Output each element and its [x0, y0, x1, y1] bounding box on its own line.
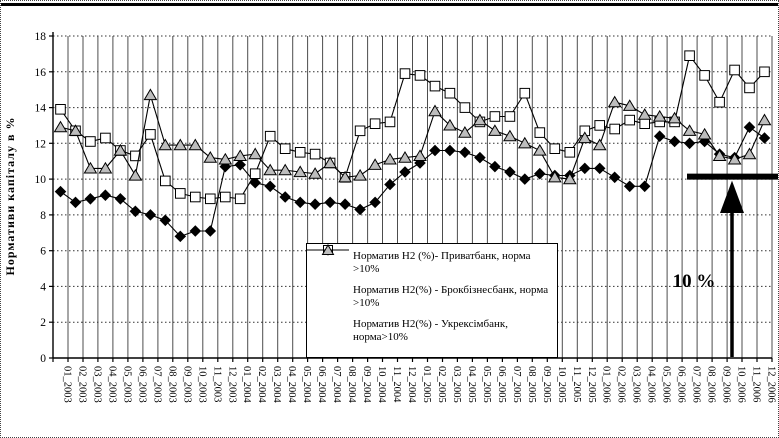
svg-text:05_2004: 05_2004: [301, 366, 312, 404]
svg-text:01_2003: 01_2003: [62, 366, 73, 403]
svg-text:04_2005: 04_2005: [466, 366, 477, 403]
svg-text:08_2006: 08_2006: [706, 366, 717, 403]
threshold-annotation: [687, 173, 778, 357]
arrow-head: [720, 180, 744, 213]
svg-text:06_2005: 06_2005: [496, 366, 507, 403]
svg-text:12_2005: 12_2005: [586, 366, 597, 403]
svg-text:01_2004: 01_2004: [241, 366, 252, 404]
svg-text:10: 10: [35, 174, 47, 186]
svg-text:02_2004: 02_2004: [256, 366, 267, 404]
series-ukreximbank: [53, 88, 772, 185]
svg-text:12_2006: 12_2006: [766, 366, 777, 403]
svg-text:11_2006: 11_2006: [751, 366, 762, 402]
svg-text:12_2003: 12_2003: [226, 366, 237, 403]
svg-text:14: 14: [35, 103, 47, 115]
svg-text:02_2005: 02_2005: [436, 366, 447, 403]
svg-text:10_2004: 10_2004: [376, 366, 387, 404]
svg-text:03_2005: 03_2005: [451, 366, 462, 403]
y-axis-tick-labels: 0 2 4 6 8 10 12 14 16 18: [35, 31, 47, 365]
svg-text:16: 16: [35, 67, 47, 79]
svg-text:11_2005: 11_2005: [571, 366, 582, 402]
svg-text:07_2005: 07_2005: [511, 366, 522, 403]
svg-text:11_2003: 11_2003: [211, 366, 222, 402]
svg-text:4: 4: [40, 281, 46, 293]
svg-text:12: 12: [35, 138, 47, 150]
svg-text:10_2005: 10_2005: [556, 366, 567, 403]
svg-text:11_2004: 11_2004: [391, 366, 402, 403]
svg-text:07_2006: 07_2006: [691, 366, 702, 403]
svg-text:03_2006: 03_2006: [631, 366, 642, 403]
svg-text:2: 2: [40, 317, 46, 329]
svg-text:08_2004: 08_2004: [346, 366, 357, 404]
svg-text:02_2003: 02_2003: [77, 366, 88, 403]
legend-item-ukreximbank: Норматив Н2(%) - Укрексімбанк, норма>10%: [307, 244, 553, 344]
svg-text:12_2004: 12_2004: [406, 366, 417, 404]
series-privatbank: [54, 121, 771, 243]
legend-label: Норматив Н2(%) - Укрексімбанк, норма>10%: [353, 318, 508, 343]
svg-text:04_2004: 04_2004: [286, 366, 297, 404]
svg-text:07_2003: 07_2003: [151, 366, 162, 403]
legend-triangle-icon: [307, 244, 353, 344]
legend-item-brokbiznesbank: Норматив Н2(%) - Брокбізнесбанк, норма >…: [307, 245, 553, 310]
svg-text:01_2006: 01_2006: [601, 366, 612, 403]
svg-text:09_2003: 09_2003: [181, 366, 192, 403]
axes: [49, 32, 773, 362]
svg-text:03_2003: 03_2003: [91, 366, 102, 403]
svg-text:03_2004: 03_2004: [271, 366, 282, 404]
svg-text:02_2006: 02_2006: [616, 366, 627, 403]
svg-text:0: 0: [40, 353, 46, 365]
svg-text:6: 6: [40, 246, 46, 258]
svg-text:08_2005: 08_2005: [526, 366, 537, 403]
legend-square-icon: [307, 245, 353, 310]
svg-text:10_2006: 10_2006: [736, 366, 747, 403]
x-axis-tick-labels: 01_2003 02_2003 03_2003 04_2003 05_2003 06_20…: [62, 366, 777, 404]
svg-text:06_2004: 06_2004: [316, 366, 327, 404]
svg-text:05_2005: 05_2005: [481, 366, 492, 403]
svg-text:18: 18: [35, 31, 47, 43]
legend: Норматив Н2 (%)- Приватбанк, норма >10% Н…: [306, 243, 558, 358]
top-border-line: [1, 3, 778, 6]
svg-text:10_2003: 10_2003: [196, 366, 207, 403]
svg-text:06_2003: 06_2003: [136, 366, 147, 403]
svg-text:04_2006: 04_2006: [646, 366, 657, 403]
svg-text:01_2005: 01_2005: [421, 366, 432, 403]
svg-text:8: 8: [40, 210, 46, 222]
svg-text:05_2006: 05_2006: [661, 366, 672, 403]
svg-text:08_2003: 08_2003: [166, 366, 177, 403]
plot-area: 0 2 4 6 8 10 12 14 16 18 01_2003 02_2003 03_2003 04_2…: [35, 31, 778, 404]
svg-text:09_2004: 09_2004: [361, 366, 372, 404]
svg-text:04_2003: 04_2003: [106, 366, 117, 403]
svg-text:05_2003: 05_2003: [121, 366, 132, 403]
y-axis-title: Нормативи капіталу в %: [3, 117, 17, 276]
legend-label: Норматив Н2 (%)- Приватбанк, норма >10%: [353, 250, 531, 275]
vertical-gridlines: [52, 36, 773, 358]
series-brokbiznesbank: [55, 50, 770, 205]
svg-text:09_2006: 09_2006: [721, 366, 732, 403]
annotation-10-percent: 10 %: [673, 271, 716, 292]
svg-text:09_2005: 09_2005: [541, 366, 552, 403]
legend-label: Норматив Н2(%) - Брокбізнесбанк, норма >…: [353, 284, 549, 309]
svg-text:07_2004: 07_2004: [331, 366, 342, 404]
svg-text:06_2006: 06_2006: [676, 366, 687, 403]
